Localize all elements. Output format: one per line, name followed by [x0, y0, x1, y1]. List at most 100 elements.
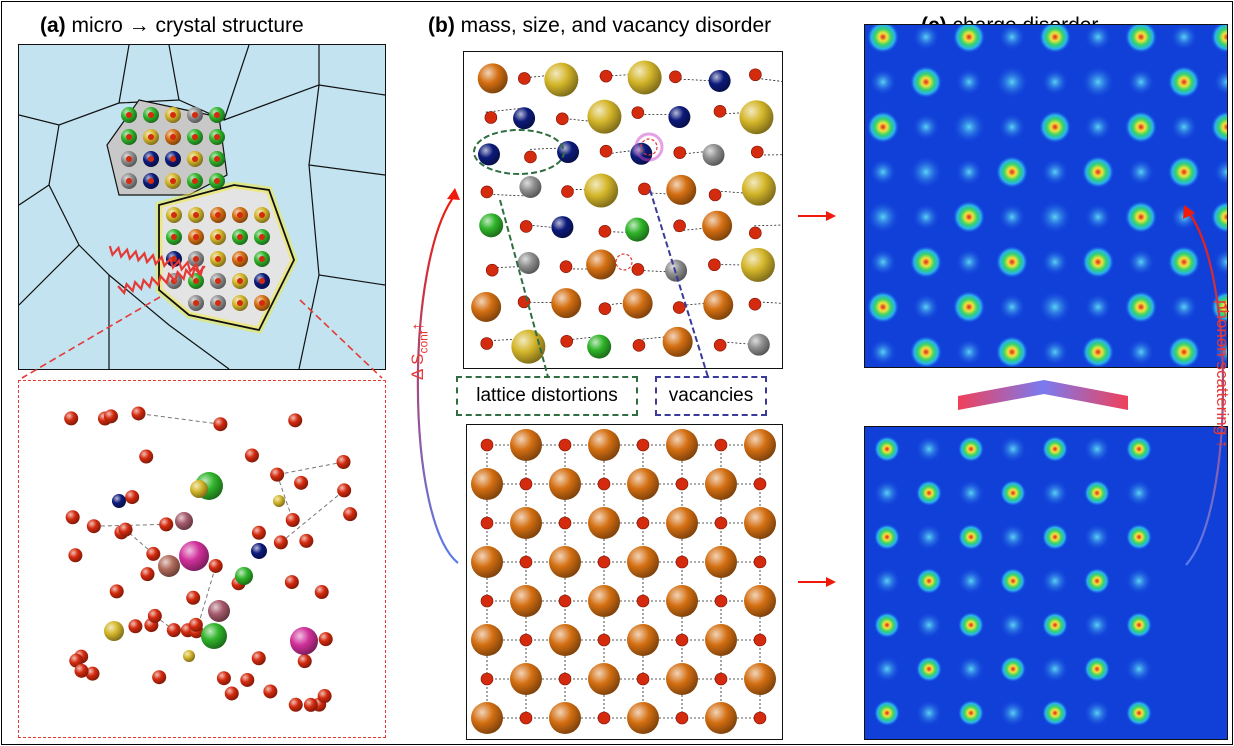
grain-oxygen [193, 212, 199, 218]
entropy-label: Δ Sconf↑ [408, 322, 430, 380]
oxygen-atom [147, 608, 162, 623]
zoom-line-left [21, 296, 161, 379]
charge-peak [1214, 339, 1227, 365]
cation-atom [158, 555, 180, 577]
grain-oxygen [259, 256, 265, 262]
charge-peak [1039, 111, 1071, 143]
charge-peak [910, 336, 942, 367]
oxygen-atom [65, 510, 80, 525]
charge-peak [1039, 25, 1071, 53]
oxygen-atom [519, 555, 533, 569]
grain-oxygen [237, 256, 243, 262]
cation-atom [666, 663, 698, 695]
charge-peak [958, 436, 984, 462]
oxygen-atom [480, 337, 494, 350]
cation-atom [668, 106, 691, 129]
oxygen-atom [597, 711, 611, 725]
lattice-leader [499, 199, 549, 378]
grain-oxygen [214, 156, 220, 162]
oxygen-atom [188, 617, 203, 632]
charge-peak [953, 291, 985, 323]
grain-oxygen [237, 212, 243, 218]
charge-peak [1084, 656, 1110, 682]
oxygen-atom [480, 594, 494, 608]
oxygen-atom [558, 438, 572, 452]
oxygen-atom [297, 654, 312, 669]
oxygen-atom [125, 490, 140, 505]
cation-atom [588, 585, 620, 617]
charge-peak [1125, 291, 1157, 323]
oxygen-atom [240, 672, 255, 687]
cation-atom [705, 546, 737, 578]
charge-peak [1085, 114, 1111, 140]
charge-peak [867, 25, 899, 53]
charge-peak [1082, 156, 1114, 188]
disordered-lattice [471, 60, 782, 364]
charge-peak [999, 25, 1025, 50]
charge-peak [910, 156, 942, 188]
phonon-arrow [1185, 211, 1225, 566]
cation-atom [175, 512, 193, 530]
charge-peak [867, 111, 899, 143]
cation-atom [517, 252, 540, 275]
charge-peak [1042, 568, 1068, 594]
vacancy-highlight [634, 132, 664, 162]
cation-atom [549, 468, 581, 500]
charge-peak [999, 294, 1025, 320]
charge-peak [1042, 436, 1068, 462]
oxygen-atom [753, 477, 767, 491]
cation-atom [519, 176, 542, 199]
oxygen-atom [337, 483, 352, 498]
charge-peak [1171, 25, 1197, 50]
oxygen-atom [519, 220, 533, 233]
charge-peak [913, 25, 939, 50]
microstructure-panel [18, 44, 386, 370]
bond [276, 474, 294, 521]
oxygen-atom [519, 633, 533, 647]
vacancies-label: vacancies [655, 376, 767, 416]
charge-peak [1042, 339, 1068, 365]
charge-peak [996, 246, 1028, 278]
grain-oxygen [193, 234, 199, 240]
vacancy-leader [649, 189, 709, 378]
charge-peak [916, 480, 942, 506]
grain-oxygen [148, 156, 154, 162]
oxygen-atom [118, 522, 133, 537]
charge-peak [1000, 612, 1026, 638]
grain-boundary-map [19, 45, 385, 369]
charge-peak [916, 568, 942, 594]
charge-peak [1168, 156, 1200, 188]
oxygen-atom [284, 575, 299, 590]
charge-peak [874, 436, 900, 462]
oxygen-atom [558, 672, 572, 686]
charge-peak [1084, 480, 1110, 506]
charge-peak [1128, 69, 1154, 95]
cation-atom [627, 624, 659, 656]
cation-atom [511, 329, 546, 364]
charge-peak [1042, 656, 1068, 682]
charge-peak [1126, 656, 1152, 682]
cation-atom [208, 600, 230, 622]
oxygen-atom [159, 517, 174, 532]
oxygen-atom [675, 477, 689, 491]
cation-atom [513, 107, 536, 130]
grain-oxygen [259, 278, 265, 284]
grain-oxygen [215, 278, 221, 284]
charge-peak [1042, 69, 1068, 95]
oxygen-atom [558, 516, 572, 530]
oxygen-atom [85, 666, 100, 681]
oxygen-atom [558, 594, 572, 608]
charge-peak [916, 436, 942, 462]
charge-peak [1126, 568, 1152, 594]
distortion-highlight [473, 129, 565, 175]
grain-oxygen [171, 234, 177, 240]
oxygen-atom [208, 558, 223, 573]
oxygen-atom [216, 671, 231, 686]
cation-atom [510, 507, 542, 539]
oxygen-atom [128, 619, 143, 634]
grain-oxygen [192, 178, 198, 184]
charge-peak [958, 656, 984, 682]
oxygen-atom [675, 633, 689, 647]
grain-oxygen [170, 178, 176, 184]
